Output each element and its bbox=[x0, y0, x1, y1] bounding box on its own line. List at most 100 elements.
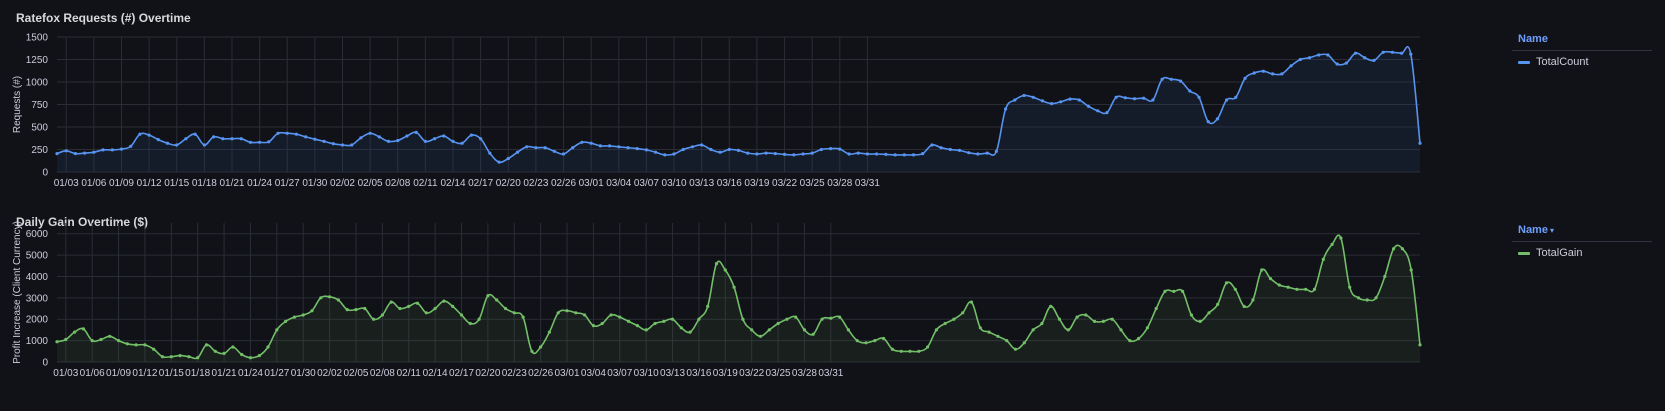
data-point[interactable] bbox=[134, 343, 138, 347]
data-point[interactable] bbox=[1400, 51, 1404, 55]
data-point[interactable] bbox=[552, 149, 556, 153]
data-point[interactable] bbox=[899, 349, 903, 353]
legend-item-totalgain[interactable]: TotalGain bbox=[1512, 247, 1652, 259]
data-point[interactable] bbox=[1075, 315, 1079, 319]
data-point[interactable] bbox=[985, 151, 989, 155]
data-point[interactable] bbox=[64, 337, 68, 342]
data-point[interactable] bbox=[64, 149, 68, 153]
data-point[interactable] bbox=[1132, 97, 1137, 101]
data-point[interactable] bbox=[336, 298, 340, 302]
data-point[interactable] bbox=[1280, 72, 1284, 76]
data-point[interactable] bbox=[727, 147, 731, 152]
data-point[interactable] bbox=[276, 131, 280, 135]
data-point[interactable] bbox=[773, 152, 777, 156]
data-point[interactable] bbox=[202, 143, 206, 147]
data-point[interactable] bbox=[574, 311, 578, 315]
data-point[interactable] bbox=[1233, 287, 1237, 291]
data-point[interactable] bbox=[838, 147, 842, 151]
data-point[interactable] bbox=[266, 345, 270, 349]
data-point[interactable] bbox=[829, 147, 833, 151]
data-point[interactable] bbox=[354, 308, 358, 312]
data-point[interactable] bbox=[193, 132, 197, 136]
data-point[interactable] bbox=[396, 138, 400, 143]
data-point[interactable] bbox=[627, 319, 631, 323]
data-point[interactable] bbox=[1243, 76, 1247, 80]
data-point[interactable] bbox=[755, 152, 759, 156]
data-point[interactable] bbox=[175, 143, 179, 147]
data-point[interactable] bbox=[81, 327, 85, 331]
data-point[interactable] bbox=[143, 343, 147, 347]
data-point[interactable] bbox=[1268, 277, 1273, 281]
data-point[interactable] bbox=[1418, 343, 1422, 347]
data-point[interactable] bbox=[811, 332, 815, 336]
data-point[interactable] bbox=[750, 328, 754, 332]
data-point[interactable] bbox=[1198, 319, 1202, 323]
data-point[interactable] bbox=[187, 355, 191, 359]
data-point[interactable] bbox=[943, 321, 947, 326]
data-point[interactable] bbox=[55, 152, 59, 156]
data-point[interactable] bbox=[477, 317, 481, 321]
data-point[interactable] bbox=[1040, 321, 1044, 326]
data-point[interactable] bbox=[92, 150, 96, 154]
legend-header-name[interactable]: Name bbox=[1512, 33, 1652, 51]
data-point[interactable] bbox=[930, 143, 934, 147]
data-point[interactable] bbox=[1049, 304, 1053, 308]
data-point[interactable] bbox=[1181, 289, 1185, 293]
data-point[interactable] bbox=[301, 313, 305, 317]
data-point[interactable] bbox=[1084, 313, 1088, 317]
data-point[interactable] bbox=[1137, 336, 1141, 341]
data-point[interactable] bbox=[101, 148, 105, 152]
data-point[interactable] bbox=[976, 152, 980, 156]
data-point[interactable] bbox=[994, 149, 999, 153]
data-point[interactable] bbox=[257, 354, 261, 358]
data-point[interactable] bbox=[119, 147, 124, 151]
data-point[interactable] bbox=[1356, 296, 1360, 300]
data-point[interactable] bbox=[1013, 347, 1018, 351]
data-point[interactable] bbox=[792, 153, 796, 157]
data-point[interactable] bbox=[459, 313, 464, 317]
data-point[interactable] bbox=[1145, 326, 1149, 330]
data-point[interactable] bbox=[571, 146, 575, 150]
data-point[interactable] bbox=[1261, 69, 1265, 73]
data-point[interactable] bbox=[1179, 79, 1183, 83]
data-point[interactable] bbox=[1335, 62, 1339, 66]
data-point[interactable] bbox=[556, 311, 560, 315]
data-point[interactable] bbox=[1372, 58, 1376, 63]
data-point[interactable] bbox=[1365, 298, 1369, 302]
data-point[interactable] bbox=[503, 306, 508, 311]
data-point[interactable] bbox=[73, 152, 77, 156]
data-point[interactable] bbox=[1022, 93, 1026, 98]
data-point[interactable] bbox=[152, 347, 156, 351]
data-point[interactable] bbox=[377, 135, 381, 139]
data-point[interactable] bbox=[908, 349, 912, 353]
data-point[interactable] bbox=[917, 349, 921, 353]
data-point[interactable] bbox=[83, 151, 87, 155]
data-point[interactable] bbox=[565, 309, 569, 313]
data-point[interactable] bbox=[934, 328, 939, 332]
data-point[interactable] bbox=[1383, 274, 1387, 279]
data-point[interactable] bbox=[304, 135, 308, 139]
data-point[interactable] bbox=[617, 145, 621, 149]
data-point[interactable] bbox=[240, 352, 244, 357]
data-point[interactable] bbox=[1363, 56, 1367, 60]
data-point[interactable] bbox=[688, 330, 692, 334]
data-point[interactable] bbox=[310, 309, 314, 313]
data-point[interactable] bbox=[1142, 96, 1146, 100]
data-point[interactable] bbox=[1326, 53, 1330, 57]
data-point[interactable] bbox=[460, 141, 464, 145]
data-point[interactable] bbox=[204, 343, 209, 347]
data-point[interactable] bbox=[1031, 95, 1035, 99]
data-point[interactable] bbox=[230, 137, 234, 141]
data-point[interactable] bbox=[598, 144, 603, 148]
data-point[interactable] bbox=[618, 315, 622, 319]
data-point[interactable] bbox=[90, 339, 94, 343]
data-point[interactable] bbox=[820, 317, 824, 321]
data-point[interactable] bbox=[969, 300, 974, 304]
data-point[interactable] bbox=[1348, 285, 1352, 289]
data-point[interactable] bbox=[525, 145, 529, 149]
data-point[interactable] bbox=[732, 285, 736, 289]
data-point[interactable] bbox=[125, 342, 129, 346]
data-point[interactable] bbox=[313, 137, 317, 141]
data-point[interactable] bbox=[635, 147, 639, 151]
data-point[interactable] bbox=[319, 296, 323, 300]
